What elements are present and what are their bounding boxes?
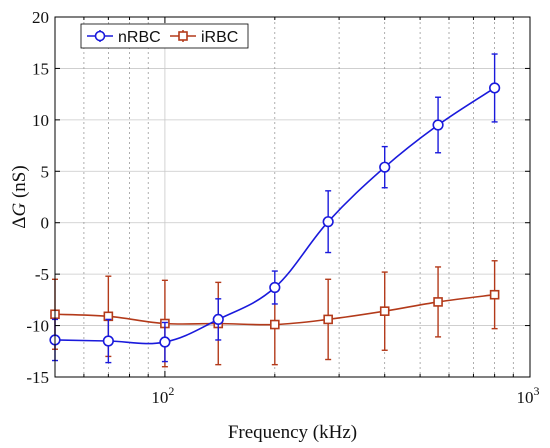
x-tick-label: 103 — [517, 384, 540, 407]
axis-ticks: -15 -10 -5 0 5 10 15 20 102 103 — [26, 8, 539, 407]
plot-frame — [54, 16, 531, 378]
data-point — [212, 313, 224, 326]
y-tick-label: 5 — [41, 162, 50, 181]
y-tick-label: 15 — [32, 59, 49, 78]
y-tick-label: 20 — [32, 8, 49, 27]
legend-irbc-marker — [178, 31, 188, 41]
y-tick-label: 10 — [32, 111, 49, 130]
data-point — [432, 119, 444, 131]
data-point — [270, 319, 280, 330]
x-tick-label: 102 — [151, 384, 174, 407]
data-point — [379, 306, 390, 316]
data-point — [269, 281, 281, 294]
series-nrbc — [49, 53, 501, 364]
data-point — [102, 335, 114, 347]
data-point — [323, 314, 333, 325]
data-point — [159, 336, 171, 348]
y-tick-label: -10 — [26, 317, 49, 336]
y-tick-label: -5 — [35, 265, 49, 284]
legend: nRBC iRBC — [80, 23, 249, 49]
y-tick-label: -15 — [26, 368, 49, 387]
plot-area-background — [55, 17, 530, 377]
series-line-nrbc — [54, 87, 496, 345]
legend-irbc-label: iRBC — [201, 29, 238, 46]
y-axis-label: ΔG (nS) — [9, 165, 30, 228]
data-point — [379, 161, 391, 173]
y-tick-label: 0 — [41, 214, 50, 233]
legend-nrbc-marker — [94, 30, 106, 42]
data-point — [489, 289, 500, 300]
x-axis-label: Frequency (kHz) — [228, 422, 357, 443]
data-point — [322, 216, 334, 228]
data-point — [489, 82, 501, 94]
data-point — [433, 297, 443, 307]
legend-nrbc-label: nRBC — [118, 29, 161, 46]
